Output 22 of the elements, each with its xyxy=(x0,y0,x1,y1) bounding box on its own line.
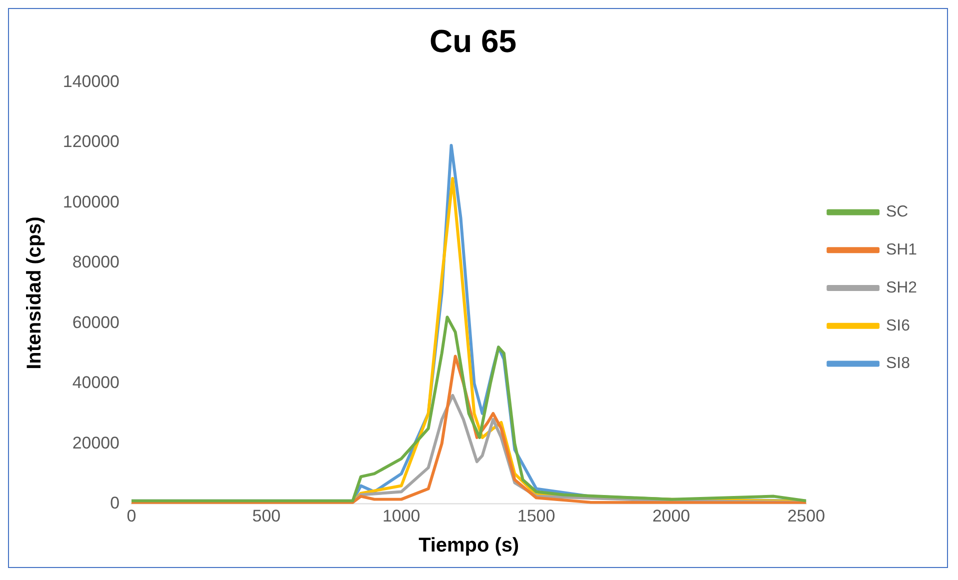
legend-label: SH2 xyxy=(886,279,918,296)
x-tick-label: 500 xyxy=(252,506,281,526)
y-tick-label: 20000 xyxy=(72,433,120,452)
x-tick-label: 2000 xyxy=(652,506,690,526)
y-tick-label: 40000 xyxy=(72,373,120,392)
x-tick-label: 2500 xyxy=(787,506,826,526)
y-tick-label: 80000 xyxy=(72,252,120,272)
y-axis-title: Intensidad (cps) xyxy=(23,216,46,370)
chart-title: Cu 65 xyxy=(430,22,516,59)
y-tick-label: 140000 xyxy=(62,72,120,91)
legend-label: SC xyxy=(886,204,908,221)
y-tick-label: 60000 xyxy=(72,312,120,332)
x-axis-title: Tiempo (s) xyxy=(418,534,520,557)
legend-label: SH1 xyxy=(886,242,918,259)
x-tick-label: 1000 xyxy=(382,506,420,526)
y-tick-label: 120000 xyxy=(62,132,120,152)
x-tick-label: 0 xyxy=(126,506,136,526)
y-tick-label: 0 xyxy=(110,494,120,512)
y-tick-label: 100000 xyxy=(62,192,120,212)
x-tick-label: 1500 xyxy=(517,506,556,526)
legend-label: SI6 xyxy=(886,317,910,334)
legend-label: SI8 xyxy=(886,355,910,372)
